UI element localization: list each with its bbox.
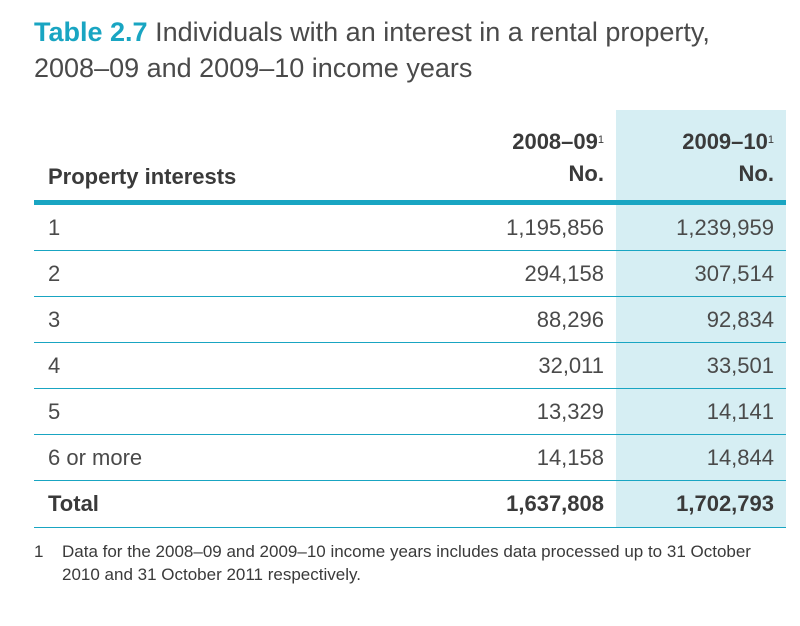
table-title: Table 2.7 Individuals with an interest i…: [34, 14, 774, 86]
table-row: 1 1,195,856 1,239,959: [34, 202, 786, 251]
table-number: Table 2.7: [34, 17, 148, 47]
rental-property-table: Property interests 2008–091 No. 2009–101…: [34, 110, 786, 528]
total-2009-10: 1,702,793: [616, 480, 786, 528]
footnote-mark: 1: [34, 542, 44, 561]
cell-2008-09: 1,195,856: [430, 202, 616, 251]
table-row: 6 or more 14,158 14,844: [34, 434, 786, 481]
footnote-text: Data for the 2008–09 and 2009–10 income …: [62, 542, 751, 584]
row-label: 2: [34, 250, 430, 297]
cell-2009-10: 307,514: [616, 250, 786, 297]
column-year-2009-10: 2009–10: [682, 129, 768, 154]
data-table-container: Property interests 2008–091 No. 2009–101…: [34, 110, 786, 528]
cell-2009-10: 33,501: [616, 342, 786, 389]
table-header-row: Property interests 2008–091 No. 2009–101…: [34, 110, 786, 205]
table-total-row: Total 1,637,808 1,702,793: [34, 480, 786, 528]
footnote: 1 Data for the 2008–09 and 2009–10 incom…: [34, 540, 784, 586]
row-label: 4: [34, 342, 430, 389]
cell-2009-10: 14,141: [616, 388, 786, 435]
table-row: 4 32,011 33,501: [34, 342, 786, 389]
cell-2008-09: 14,158: [430, 434, 616, 481]
table-row: 5 13,329 14,141: [34, 388, 786, 435]
row-label: 6 or more: [34, 434, 430, 481]
column-header-2008-09: 2008–091 No.: [430, 110, 616, 205]
row-label: 1: [34, 202, 430, 251]
row-label: 3: [34, 296, 430, 343]
table-row: 3 88,296 92,834: [34, 296, 786, 343]
table-row: 2 294,158 307,514: [34, 250, 786, 297]
column-header-property-interests: Property interests: [34, 110, 430, 205]
column-year-2008-09: 2008–09: [512, 129, 598, 154]
cell-2008-09: 88,296: [430, 296, 616, 343]
cell-2009-10: 92,834: [616, 296, 786, 343]
cell-2009-10: 14,844: [616, 434, 786, 481]
column-header-2009-10: 2009–101 No.: [616, 110, 786, 205]
column-unit-2008-09: No.: [568, 161, 604, 186]
cell-2008-09: 294,158: [430, 250, 616, 297]
footnote-ref: 1: [597, 134, 604, 146]
cell-2008-09: 32,011: [430, 342, 616, 389]
row-label: 5: [34, 388, 430, 435]
total-label: Total: [34, 480, 430, 528]
column-unit-2009-10: No.: [738, 161, 774, 186]
total-2008-09: 1,637,808: [430, 480, 616, 528]
table-title-text: Individuals with an interest in a rental…: [34, 17, 710, 83]
cell-2009-10: 1,239,959: [616, 202, 786, 251]
cell-2008-09: 13,329: [430, 388, 616, 435]
footnote-ref: 1: [767, 134, 774, 146]
